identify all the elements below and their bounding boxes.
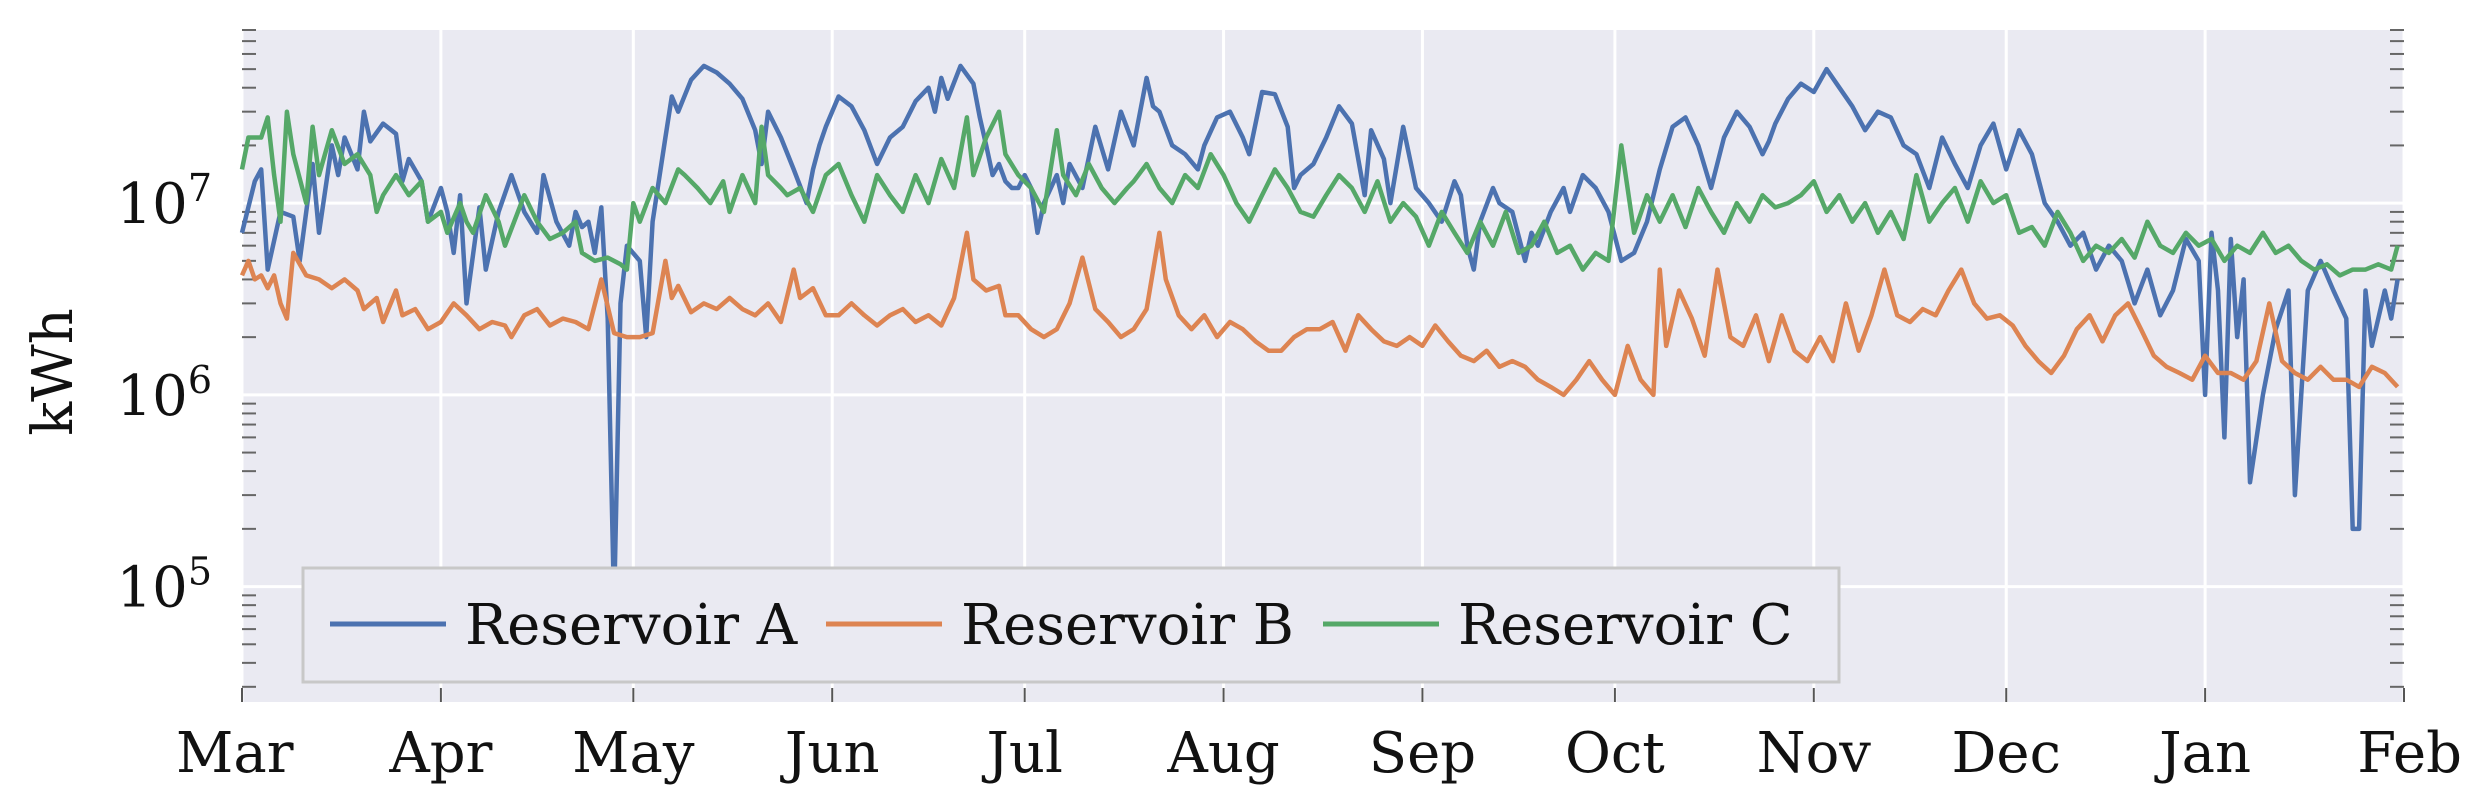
y-tick-label: 105 [117,550,212,621]
x-tick-label: Nov [1757,721,1872,786]
x-tick-labels: Mar Apr May Jun Jul Aug Sep Oct Nov Dec Jan Feb [176,721,2462,786]
series-line-reservoir-b [239,230,2400,398]
legend-label: Reservoir B [961,593,1294,658]
legend-label: Reservoir A [465,593,798,658]
y-tick-exponent: 7 [188,166,212,210]
y-tick-label: 107 [117,166,212,237]
series-lines [239,63,2400,608]
legend: Reservoir A Reservoir B Reservoir C [301,566,1841,684]
y-tick-base: 10 [117,556,188,621]
legend-label: Reservoir C [1458,593,1793,658]
series-line-reservoir-a [239,63,2400,608]
y-tick-exponent: 6 [188,358,212,402]
x-tick-label: Jan [2154,721,2251,786]
x-tick-label: Dec [1952,721,2061,786]
y-tick-base: 10 [117,364,188,429]
x-tick-label: Aug [1166,721,1279,786]
y-tick-exponent: 5 [188,550,212,594]
x-tick-label: Apr [388,721,492,786]
x-tick-label: Oct [1565,721,1665,786]
y-tick-base: 10 [117,172,188,237]
series-line-reservoir-c [239,109,2400,278]
legend-box [301,566,1841,684]
x-tick-label: Jun [780,721,880,786]
x-tick-label: Sep [1369,721,1476,786]
y-tick-label: 106 [117,358,212,429]
x-tick-label: Mar [176,721,294,786]
y-axis-label: kWh [21,308,86,436]
x-tick-label: Jul [981,721,1062,786]
x-tick-label: May [572,721,695,786]
x-tick-label: Feb [2357,721,2462,786]
